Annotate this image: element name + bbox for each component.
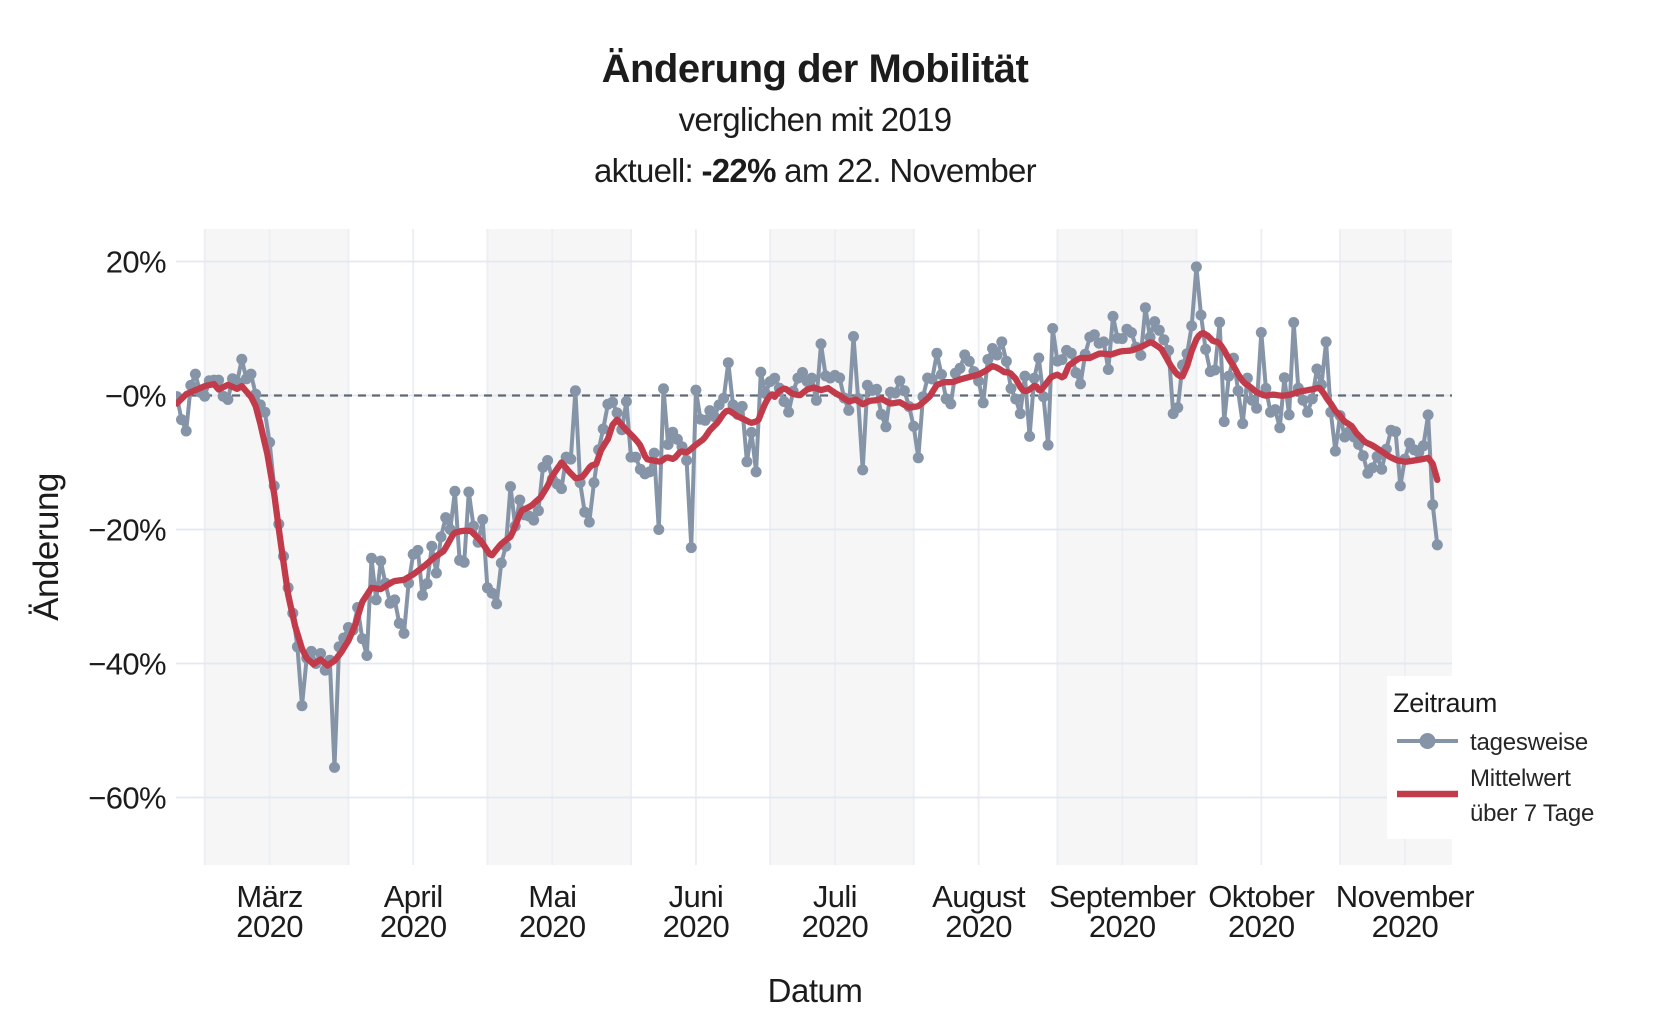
svg-text:tagesweise: tagesweise <box>1470 729 1588 756</box>
svg-text:August: August <box>932 879 1026 914</box>
svg-text:Mai: Mai <box>528 879 576 914</box>
svg-text:Änderung: Änderung <box>27 473 66 621</box>
svg-text:2020: 2020 <box>1089 909 1156 944</box>
svg-text:2020: 2020 <box>236 909 303 944</box>
svg-text:2020: 2020 <box>663 909 730 944</box>
svg-text:−60%: −60% <box>88 781 166 816</box>
svg-text:Juni: Juni <box>669 879 723 914</box>
svg-text:Mittelwert: Mittelwert <box>1470 765 1571 792</box>
svg-text:April: April <box>384 879 443 914</box>
svg-text:2020: 2020 <box>945 909 1012 944</box>
svg-text:2020: 2020 <box>1372 909 1439 944</box>
svg-text:2020: 2020 <box>380 909 447 944</box>
svg-text:20%: 20% <box>106 245 166 280</box>
svg-text:−0%: −0% <box>105 379 166 414</box>
svg-text:2020: 2020 <box>1228 909 1295 944</box>
svg-text:über 7 Tage: über 7 Tage <box>1470 800 1594 827</box>
svg-text:−40%: −40% <box>88 647 166 682</box>
svg-text:Zeitraum: Zeitraum <box>1393 688 1497 718</box>
svg-text:aktuell: -22% am 22. November: aktuell: -22% am 22. November <box>594 152 1037 189</box>
svg-text:2020: 2020 <box>519 909 586 944</box>
svg-text:Änderung der Mobilität: Änderung der Mobilität <box>602 47 1029 91</box>
svg-text:−20%: −20% <box>88 513 166 548</box>
svg-text:Datum: Datum <box>768 972 863 1009</box>
svg-text:2020: 2020 <box>802 909 869 944</box>
svg-text:Oktober: Oktober <box>1208 879 1314 914</box>
svg-text:November: November <box>1336 879 1474 914</box>
svg-text:September: September <box>1049 879 1196 914</box>
svg-text:März: März <box>236 879 303 914</box>
svg-text:Juli: Juli <box>813 879 857 914</box>
svg-text:verglichen mit 2019: verglichen mit 2019 <box>679 101 952 138</box>
